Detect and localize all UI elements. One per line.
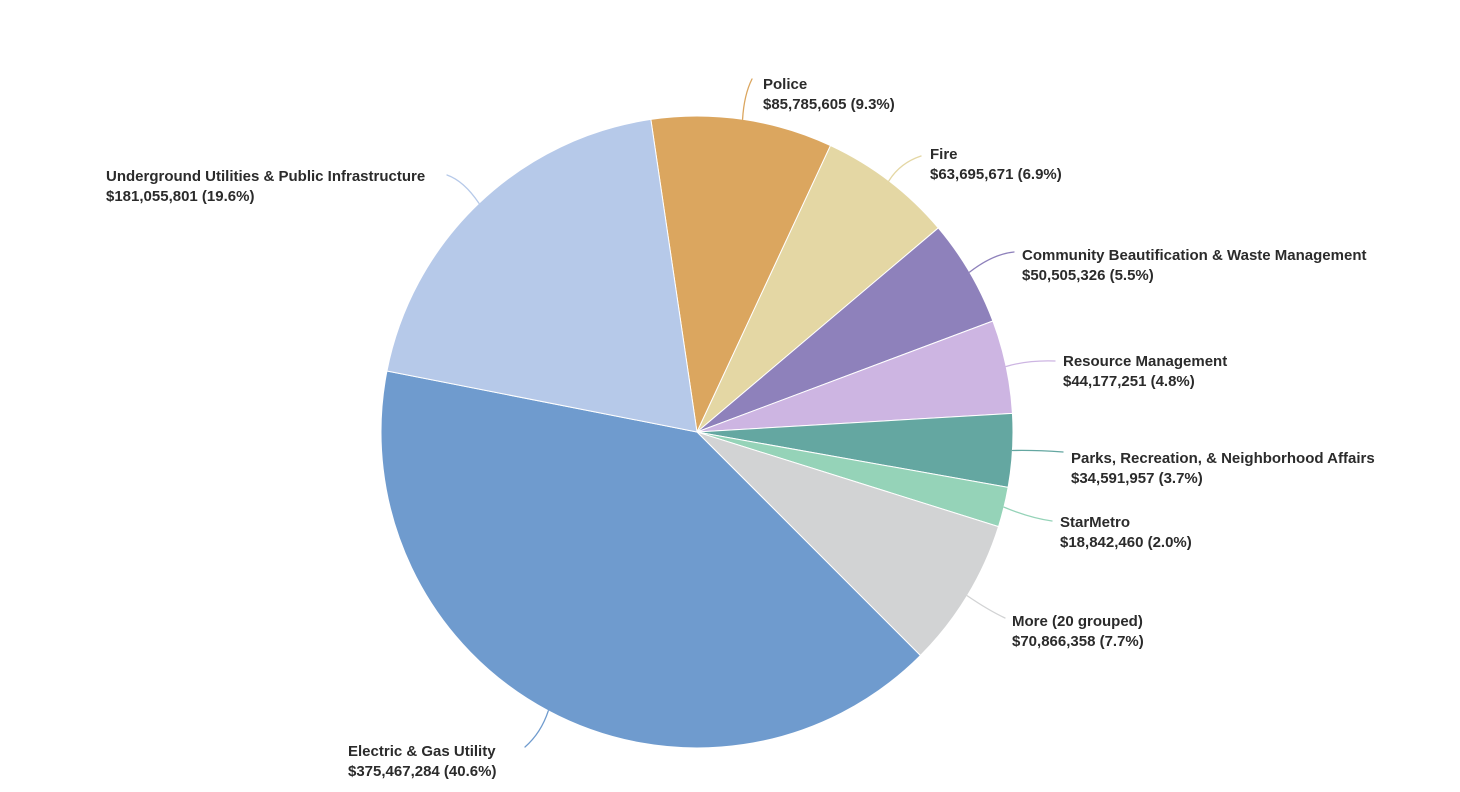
slice-label-value: $181,055,801 (19.6%) <box>106 188 255 205</box>
slice-label-more-20-grouped: More (20 grouped) $70,866,358 (7.7%) <box>1012 612 1144 652</box>
slice-label-resource-management: Resource Management $44,177,251 (4.8%) <box>1063 352 1227 392</box>
slice-label-police: Police $85,785,605 (9.3%) <box>763 75 895 115</box>
slice-label-value: $70,866,358 (7.7%) <box>1012 633 1144 650</box>
leader-line-electric-gas-utility <box>524 710 549 748</box>
slice-label-fire: Fire $63,695,671 (6.9%) <box>930 145 1062 185</box>
slice-label-title: Community Beautification & Waste Managem… <box>1022 247 1367 264</box>
slice-label-electric-gas-utility: Electric & Gas Utility $375,467,284 (40.6… <box>348 742 496 782</box>
slice-label-title: Electric & Gas Utility <box>348 743 496 760</box>
slice-label-starmetro: StarMetro $18,842,460 (2.0%) <box>1060 513 1192 553</box>
slice-label-value: $375,467,284 (40.6%) <box>348 763 497 780</box>
slice-label-value: $85,785,605 (9.3%) <box>763 96 895 113</box>
leader-lines-group <box>446 78 1064 748</box>
slice-label-title: StarMetro <box>1060 514 1131 531</box>
slice-label-title: Police <box>763 76 808 93</box>
slice-label-title: Resource Management <box>1063 353 1228 370</box>
slice-label-community-beautification-waste-management: Community Beautification & Waste Managem… <box>1022 246 1367 286</box>
leader-line-more-20-grouped <box>966 595 1006 619</box>
leader-line-parks-recreation-neighborhood-affairs <box>1011 449 1064 453</box>
slice-label-title: Fire <box>930 146 958 163</box>
slice-label-value: $63,695,671 (6.9%) <box>930 166 1062 183</box>
leader-line-starmetro <box>1003 506 1053 522</box>
slice-label-value: $50,505,326 (5.5%) <box>1022 267 1154 284</box>
leader-line-community-beautification-waste-management <box>968 251 1015 273</box>
slice-label-underground-utilities-public-infrastructure: Underground Utilities & Public Infrastru… <box>106 167 425 207</box>
slice-label-value: $18,842,460 (2.0%) <box>1060 534 1192 551</box>
pie-slices-group <box>380 115 1014 749</box>
leader-line-underground-utilities-public-infrastructure <box>446 174 480 204</box>
leader-line-fire <box>888 155 922 182</box>
slice-label-title: Underground Utilities & Public Infrastru… <box>106 168 426 185</box>
leader-line-resource-management <box>1005 360 1056 368</box>
slice-label-parks-recreation-neighborhood-affairs: Parks, Recreation, & Neighborhood Affair… <box>1071 449 1375 489</box>
slice-label-title: More (20 grouped) <box>1012 613 1143 630</box>
slice-label-value: $34,591,957 (3.7%) <box>1071 470 1203 487</box>
leader-line-police <box>741 78 753 120</box>
slice-label-title: Parks, Recreation, & Neighborhood Affair… <box>1071 450 1375 467</box>
slice-label-value: $44,177,251 (4.8%) <box>1063 373 1195 390</box>
